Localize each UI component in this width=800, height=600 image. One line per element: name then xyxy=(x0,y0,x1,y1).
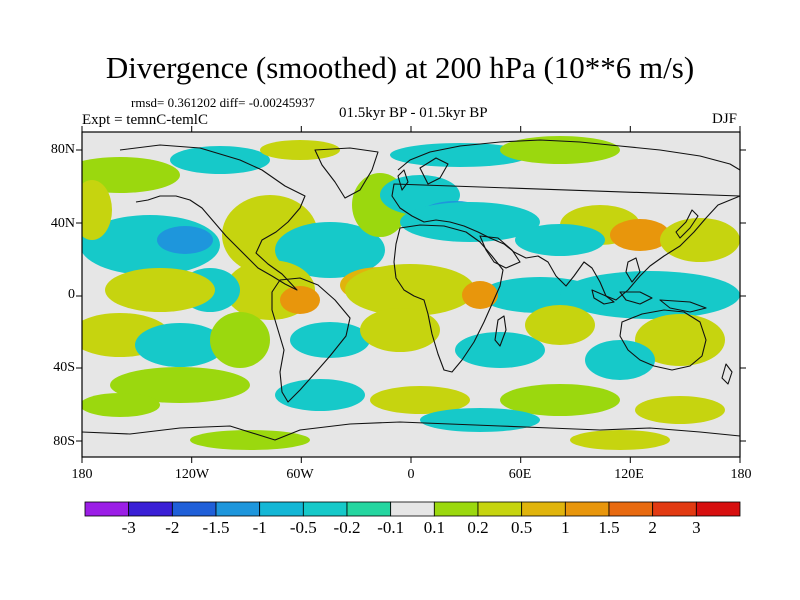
divergence-contour xyxy=(275,379,365,411)
colorbar-swatch xyxy=(652,501,697,517)
divergence-contour xyxy=(455,332,545,368)
divergence-contour xyxy=(157,226,213,254)
divergence-contour xyxy=(500,136,620,164)
lat-label-40s: 40S xyxy=(53,360,75,375)
divergence-contour xyxy=(170,146,270,174)
colorbar-label: 1 xyxy=(561,518,570,537)
colorbar-label: -0.5 xyxy=(289,518,317,537)
colorbar-swatch xyxy=(695,501,741,517)
divergence-contour xyxy=(280,286,320,314)
colorbar-swatch xyxy=(346,501,392,517)
colorbar-swatch xyxy=(259,501,304,517)
lat-label-80n: 80N xyxy=(50,142,75,157)
lon-label-180w: 180 xyxy=(71,467,93,482)
colorbar-swatch xyxy=(215,501,261,517)
colorbar-swatch xyxy=(128,501,173,517)
lat-label-80s: 80S xyxy=(53,434,75,449)
colorbar xyxy=(84,501,741,517)
divergence-contour xyxy=(370,386,470,414)
divergence-contour xyxy=(390,143,530,167)
stats-text: rmsd= 0.361202 diff= -0.00245937 xyxy=(131,95,315,110)
divergence-contour xyxy=(570,430,670,450)
divergence-contour xyxy=(210,312,270,368)
divergence-contour xyxy=(82,393,160,417)
divergence-contour xyxy=(135,323,225,367)
colorbar-label: 0.1 xyxy=(423,518,445,537)
colorbar-swatch xyxy=(477,501,523,517)
divergence-contour xyxy=(400,202,540,242)
colorbar-label: -1 xyxy=(252,518,267,537)
colorbar-swatch xyxy=(608,501,654,517)
colorbar-label: -0.1 xyxy=(377,518,405,537)
colorbar-label: -3 xyxy=(121,518,136,537)
divergence-contour xyxy=(82,180,112,240)
divergence-contour xyxy=(525,305,595,345)
lat-label-40n: 40N xyxy=(50,216,75,231)
map-title: Divergence (smoothed) at 200 hPa (10**6 … xyxy=(105,50,695,85)
divergence-contour xyxy=(660,218,740,262)
divergence-contour xyxy=(560,271,740,319)
lon-label-60w: 60W xyxy=(286,467,314,482)
experiment-label: Expt = temnC-temlC xyxy=(82,112,208,128)
colorbar-swatch xyxy=(564,501,610,517)
divergence-contour xyxy=(462,281,498,309)
lon-label-120w: 120W xyxy=(174,467,210,482)
colorbar-label: 3 xyxy=(692,518,701,537)
divergence-contour xyxy=(105,268,215,312)
divergence-contour xyxy=(515,224,605,256)
divergence-contour xyxy=(190,430,310,450)
colorbar-swatch xyxy=(521,501,566,517)
colorbar-label: 1.5 xyxy=(598,518,620,537)
divergence-field xyxy=(82,132,740,457)
coastlines xyxy=(81,139,741,441)
lon-label-120e: 120E xyxy=(614,467,644,482)
colorbar-label: -2 xyxy=(165,518,180,537)
colorbar-swatch xyxy=(390,501,435,517)
axis-ticks xyxy=(76,126,746,463)
lat-label-0: 0 xyxy=(68,287,75,302)
colorbar-swatch xyxy=(302,501,348,517)
divergence-contour xyxy=(500,384,620,416)
divergence-contour xyxy=(345,264,475,316)
divergence-contour xyxy=(275,222,385,278)
colorbar-label: 0.2 xyxy=(467,518,489,537)
divergence-contour xyxy=(635,396,725,424)
colorbar-label: 0.5 xyxy=(511,518,533,537)
period-label: 01.5kyr BP - 01.5kyr BP xyxy=(339,105,488,121)
divergence-contour xyxy=(110,367,250,403)
lon-label-180e: 180 xyxy=(730,467,752,482)
divergence-contour xyxy=(610,219,670,251)
divergence-contour xyxy=(82,157,180,193)
colorbar-label: -0.2 xyxy=(333,518,361,537)
divergence-contours xyxy=(82,136,740,450)
colorbar-swatch xyxy=(171,501,217,517)
season-label: DJF xyxy=(712,111,738,127)
colorbar-swatch xyxy=(84,501,130,517)
divergence-contour xyxy=(260,140,340,160)
divergence-contour xyxy=(290,322,370,358)
lon-label-0: 0 xyxy=(407,467,415,482)
divergence-contour xyxy=(585,340,655,380)
divergence-contour xyxy=(420,408,540,432)
colorbar-label: -1.5 xyxy=(202,518,230,537)
colorbar-swatch xyxy=(433,501,479,517)
lon-label-60e: 60E xyxy=(508,467,532,482)
colorbar-label: 2 xyxy=(648,518,657,537)
divergence-contour xyxy=(360,308,440,352)
